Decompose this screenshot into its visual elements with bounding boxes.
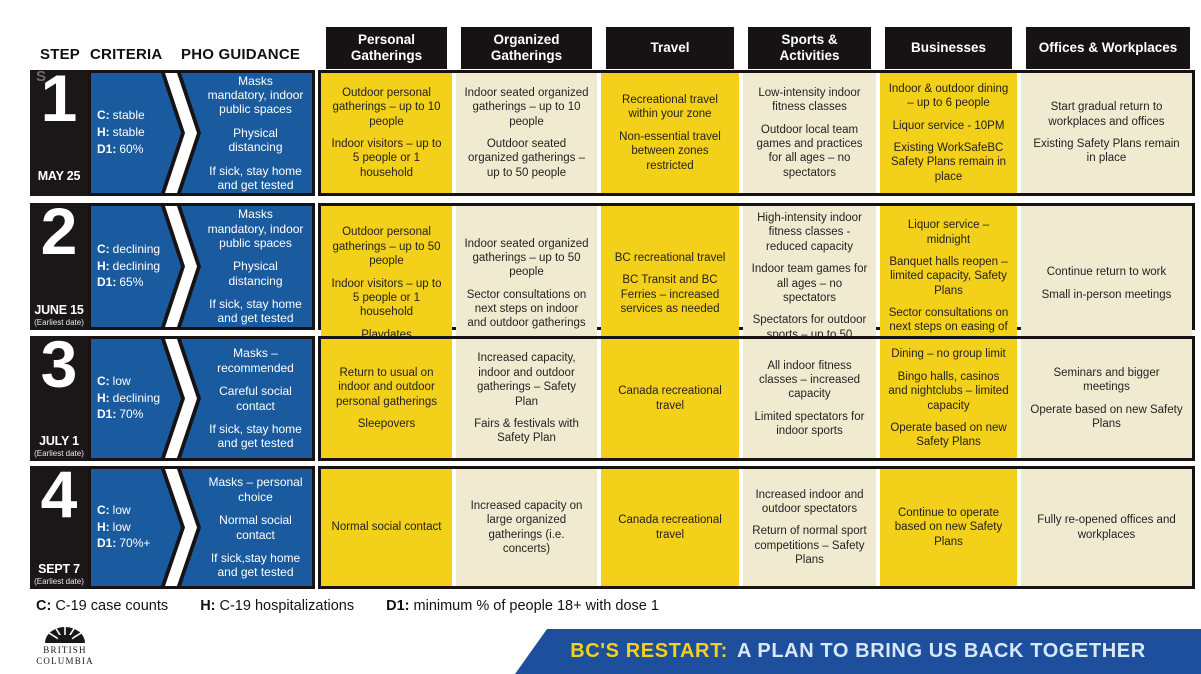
step-2-left-panel: 2 JUNE 15 (Earliest date) C: declining H:… [30, 196, 315, 330]
cell-offices-workplaces: Seminars and bigger meetings Operate bas… [1021, 339, 1192, 458]
criteria-list: C: low H: low D1: 70%+ [97, 502, 151, 551]
step-1-criteria-pho-panel: C: stable H: stable D1: 60% Masks mandatory… [88, 70, 315, 196]
tab-organized-gatherings: Organized Gatherings [461, 27, 592, 69]
cell-personal-gatherings: Return to usual on indoor and outdoor pe… [321, 339, 452, 458]
legend: C: C-19 case counts H: C-19 hospitalizatio… [36, 598, 659, 614]
step-3-criteria-pho-panel: C: low H: declining D1: 70% Masks – recomme… [88, 336, 315, 461]
step-date: MAY 25 [37, 169, 81, 183]
cell-travel: BC recreational travel BC Transit and BC… [601, 206, 739, 362]
cell-personal-gatherings: Normal social contact [321, 469, 452, 586]
cell-offices-workplaces: Continue return to work Small in-person … [1021, 206, 1192, 362]
pho-guidance-list: Masks mandatory, indoor public spaces Ph… [207, 207, 304, 326]
step-2-number-box: 2 JUNE 15 (Earliest date) [30, 196, 88, 330]
banner-text: A PLAN TO BRING US BACK TOGETHER [736, 640, 1146, 662]
step-3-measures-grid: Return to usual on indoor and outdoor pe… [318, 336, 1195, 461]
step-number: 1 [40, 61, 78, 135]
bc-government-logo: BRITISH COLUMBIA [22, 618, 108, 666]
cell-offices-workplaces: Start gradual return to workplaces and o… [1021, 73, 1192, 193]
criteria-column-header: CRITERIA [90, 46, 163, 63]
cell-personal-gatherings: Outdoor personal gatherings – up to 50 p… [321, 206, 452, 362]
tab-personal-gatherings: Personal Gatherings [326, 27, 447, 69]
logo-text-line2: COLUMBIA [36, 655, 94, 666]
title-banner: BC'S RESTART: A PLAN TO BRING US BACK TO… [515, 629, 1201, 674]
step-4-measures-grid: Normal social contact Increased capacity… [318, 466, 1195, 589]
step-date: SEPT 7 [38, 562, 80, 576]
step-number: 2 [40, 194, 78, 268]
step-1-left-panel: 1 MAY 25 C: stable H: stable D1: 60% Masks … [30, 63, 315, 196]
cell-sports-activities: Increased indoor and outdoor spectators … [743, 469, 876, 586]
step-row-1: 1 MAY 25 C: stable H: stable D1: 60% Masks … [30, 63, 1195, 196]
step-2-criteria-pho-panel: C: declining H: declining D1: 65% Masks man… [88, 203, 315, 330]
step-3-number-box: 3 JULY 1 (Earliest date) [30, 329, 88, 461]
cell-organized-gatherings: Increased capacity, indoor and outdoor g… [456, 339, 597, 458]
category-header-tabs: Personal Gatherings Organized Gatherings… [321, 27, 1195, 69]
step-date: JULY 1 [39, 434, 79, 448]
cell-businesses: Continue to operate based on new Safety … [880, 469, 1017, 586]
cell-organized-gatherings: Indoor seated organized gatherings – up … [456, 73, 597, 193]
cell-businesses: Indoor & outdoor dining – up to 6 people… [880, 73, 1017, 193]
pho-guidance-column-header: PHO GUIDANCE [181, 46, 301, 63]
cell-organized-gatherings: Indoor seated organized gatherings – up … [456, 206, 597, 362]
criteria-list: C: declining H: declining D1: 65% [97, 241, 161, 290]
step-number: 4 [40, 457, 78, 531]
cell-offices-workplaces: Fully re-opened offices and workplaces [1021, 469, 1192, 586]
cell-sports-activities: All indoor fitness classes – increased c… [743, 339, 876, 458]
step-date-note: (Earliest date) [34, 318, 84, 327]
criteria-list: C: stable H: stable D1: 60% [97, 108, 145, 156]
step-2-measures-grid: Outdoor personal gatherings – up to 50 p… [318, 203, 1195, 362]
step-date-note: (Earliest date) [34, 577, 84, 586]
step-1-measures-grid: Outdoor personal gatherings – up to 10 p… [318, 70, 1195, 196]
step-date-note: (Earliest date) [34, 449, 84, 458]
step-column-header: STEP [40, 46, 80, 63]
stray-s-mark: S [36, 68, 47, 85]
cell-sports-activities: Low-intensity indoor fitness classes Out… [743, 73, 876, 193]
cell-travel: Canada recreational travel [601, 339, 739, 458]
cell-travel: Recreational travel within your zone Non… [601, 73, 739, 193]
step-1-number-box: 1 MAY 25 [30, 63, 88, 196]
banner-highlight: BC'S RESTART: [570, 640, 728, 662]
step-3-left-panel: 3 JULY 1 (Earliest date) C: low H: declini… [30, 329, 315, 461]
step-4-left-panel: 4 SEPT 7 (Earliest date) C: low H: low D1:… [30, 459, 315, 589]
cell-organized-gatherings: Increased capacity on large organized ga… [456, 469, 597, 586]
step-number: 3 [40, 327, 78, 401]
cell-travel: Canada recreational travel [601, 469, 739, 586]
pho-guidance-list: Masks – recommended Careful social conta… [209, 346, 302, 451]
step-row-4: 4 SEPT 7 (Earliest date) C: low H: low D1:… [30, 459, 1195, 589]
tab-offices-workplaces: Offices & Workplaces [1026, 27, 1190, 69]
step-4-number-box: 4 SEPT 7 (Earliest date) [30, 459, 88, 589]
pho-guidance-list: Masks mandatory, indoor public spaces Ph… [207, 73, 304, 192]
step-date: JUNE 15 [34, 303, 84, 317]
bc-sunrise-crest-icon [45, 624, 85, 644]
tab-travel: Travel [606, 27, 734, 69]
step-4-criteria-pho-panel: C: low H: low D1: 70%+ Masks – personal cho… [88, 466, 315, 589]
step-row-2: 2 JUNE 15 (Earliest date) C: declining H:… [30, 196, 1195, 362]
pho-guidance-list: Masks – personal choice Normal social co… [208, 475, 303, 580]
criteria-list: C: low H: declining D1: 70% [97, 373, 161, 422]
step-row-3: 3 JULY 1 (Earliest date) C: low H: declini… [30, 329, 1195, 461]
tab-businesses: Businesses [885, 27, 1012, 69]
logo-text-line1: BRITISH [43, 645, 87, 656]
cell-personal-gatherings: Outdoor personal gatherings – up to 10 p… [321, 73, 452, 193]
cell-businesses: Dining – no group limit Bingo halls, cas… [880, 339, 1017, 458]
tab-sports-activities: Sports & Activities [748, 27, 871, 69]
